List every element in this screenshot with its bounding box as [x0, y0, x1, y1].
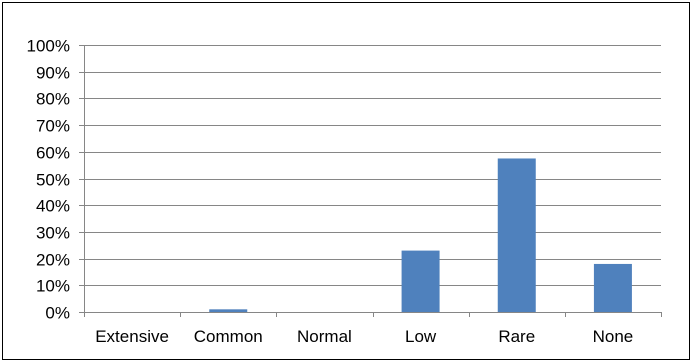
- category-label: None: [593, 327, 634, 346]
- bars: [209, 158, 632, 312]
- axes: [79, 45, 662, 317]
- y-tick-label: 90%: [36, 64, 70, 83]
- y-tick-label: 30%: [36, 224, 70, 243]
- y-tick-labels: 0% 10% 20% 30% 40% 50% 60% 70% 80% 90% 100%: [27, 37, 70, 323]
- chart-frame: [2, 2, 690, 360]
- y-tick-label: 80%: [36, 90, 70, 109]
- y-tick-label: 100%: [27, 37, 70, 56]
- y-tick-label: 60%: [36, 144, 70, 163]
- category-label: Extensive: [95, 327, 169, 346]
- bar-common: [209, 309, 248, 312]
- y-tick-label: 20%: [36, 251, 70, 270]
- bar-none: [593, 263, 632, 312]
- bar-low: [401, 250, 440, 312]
- gridlines: [84, 45, 661, 286]
- category-label: Rare: [498, 327, 535, 346]
- y-tick-label: 0%: [45, 304, 70, 323]
- category-label: Low: [405, 327, 437, 346]
- bar-rare: [497, 158, 536, 312]
- category-label: Common: [194, 327, 263, 346]
- y-tick-label: 70%: [36, 117, 70, 136]
- y-tick-label: 10%: [36, 277, 70, 296]
- category-label: Normal: [297, 327, 352, 346]
- y-tick-label: 50%: [36, 171, 70, 190]
- category-labels: Extensive Common Normal Low Rare None: [95, 327, 633, 346]
- y-tick-label: 40%: [36, 197, 70, 216]
